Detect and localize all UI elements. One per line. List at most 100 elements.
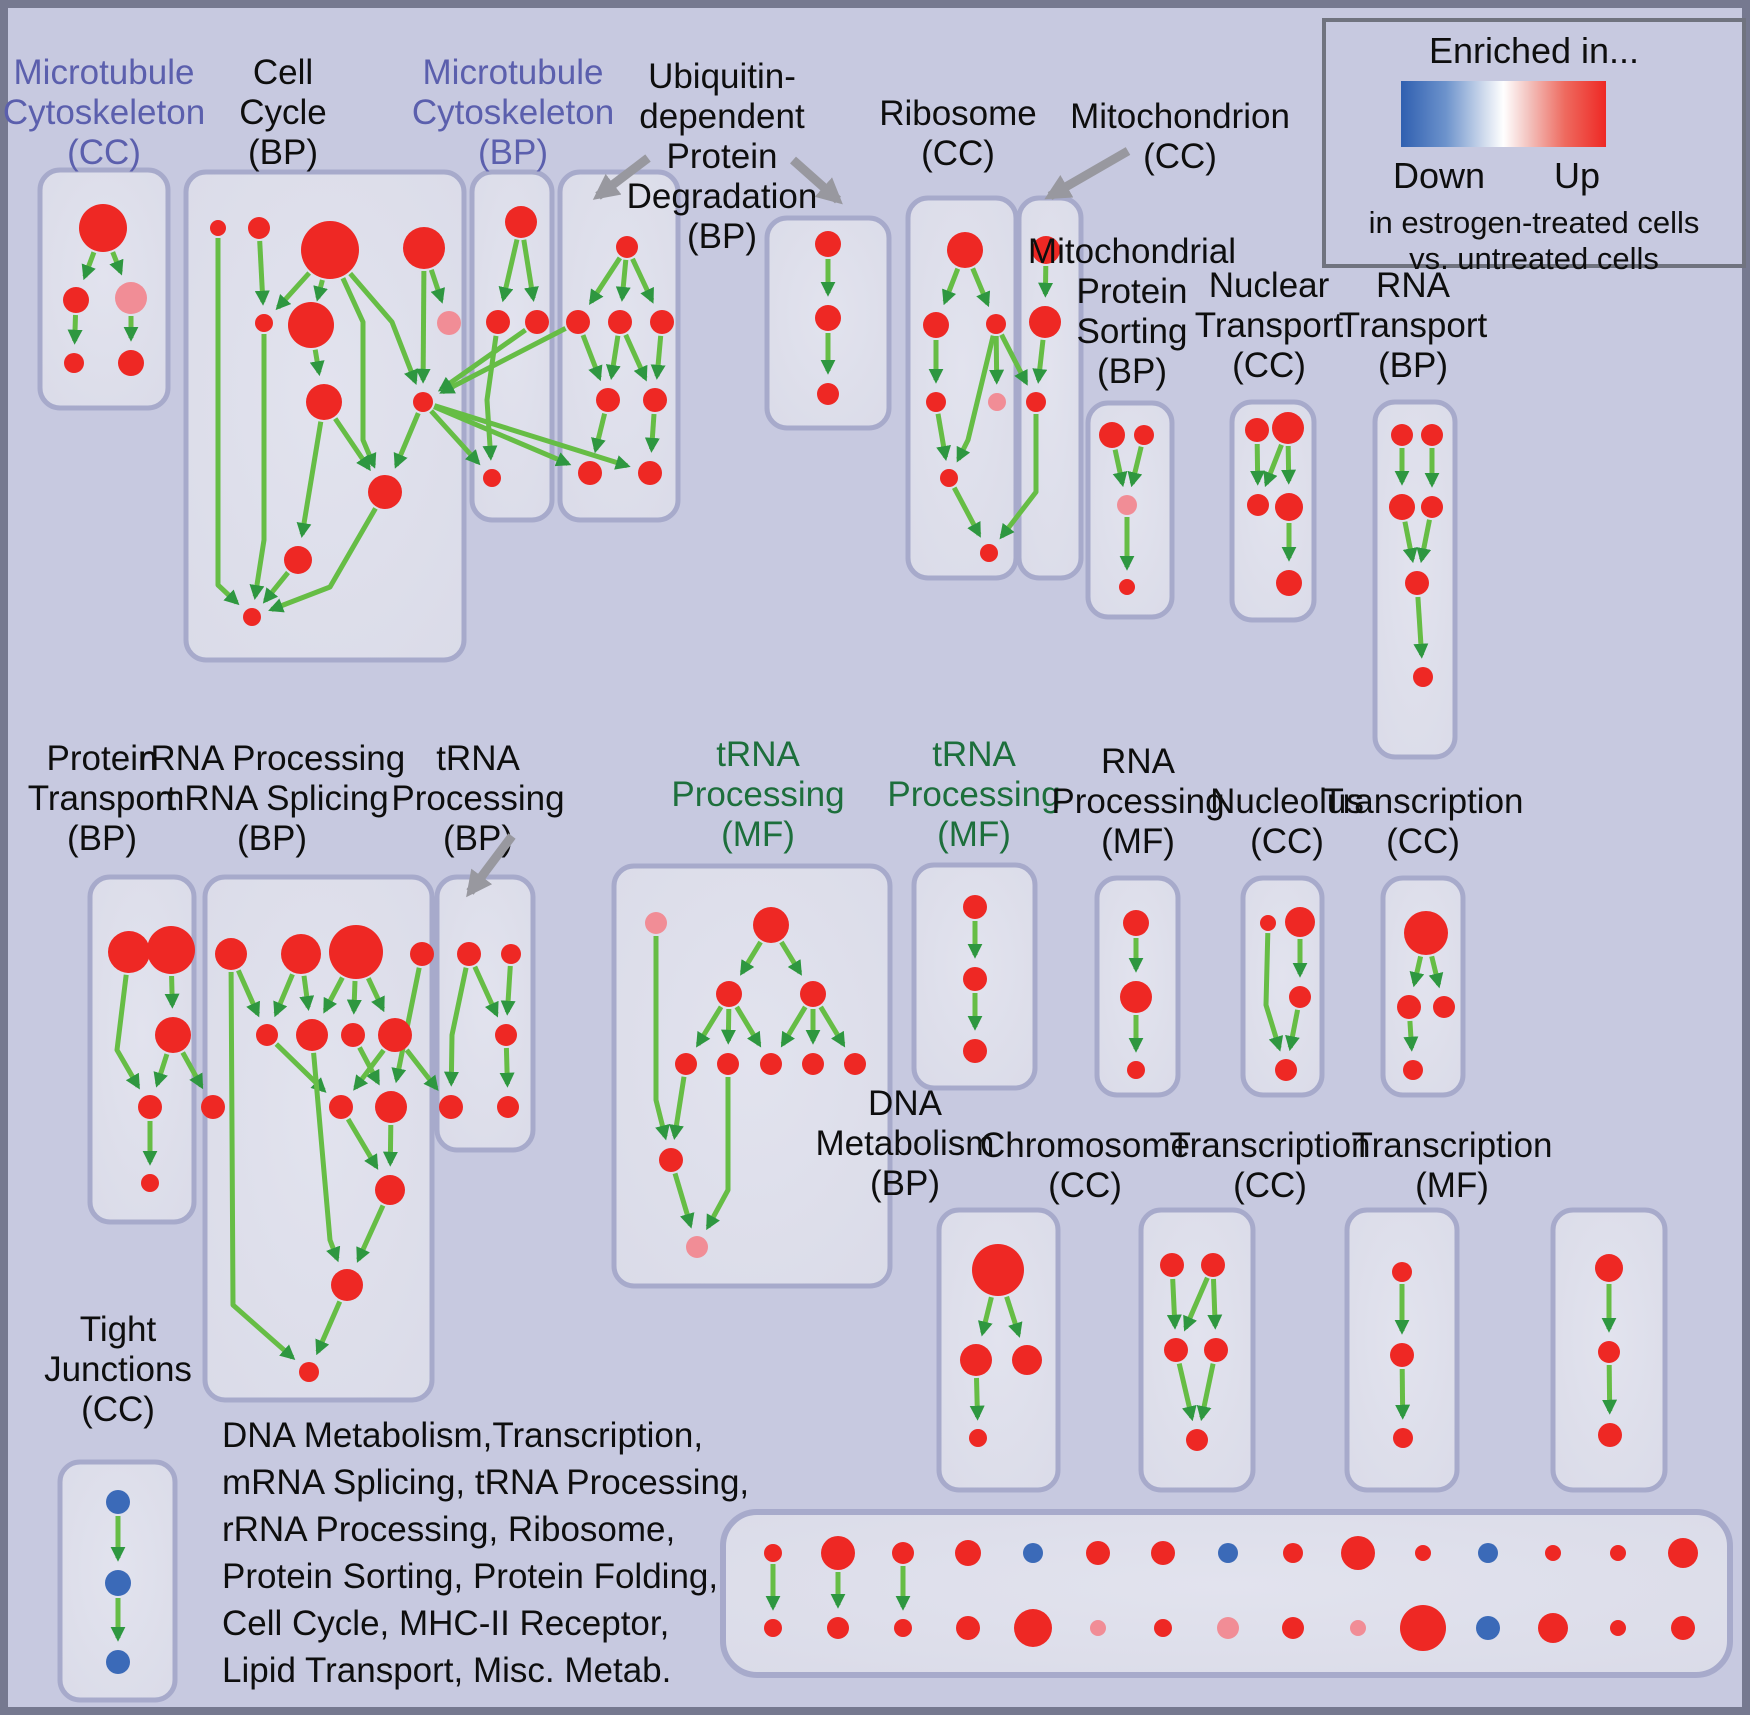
cluster-label-ribosome-cc-line1: Ribosome: [879, 94, 1037, 133]
legend-down-label: Down: [1393, 155, 1486, 196]
graph-node-e2: [1390, 1343, 1414, 1367]
graph-node-c4: [403, 227, 445, 269]
graph-node-tj1: [106, 1490, 130, 1514]
cluster-label-rna-processing-mf-line3: (MF): [1101, 822, 1175, 861]
cluster-box-chromosome-cc: [1138, 1207, 1256, 1493]
graph-node-rnp3: [1127, 1061, 1145, 1079]
cluster-label-ubiquitin-degradation-bp-line2: dependent: [639, 97, 805, 136]
graph-edge-c1-c12: [215, 238, 240, 606]
label-pointer-arrow-icon-2: [790, 156, 843, 205]
graph-node-x0b: [501, 944, 521, 964]
graph-node-m2: [486, 310, 510, 334]
graph-edge-c6-c8: [309, 349, 325, 377]
graph-edge-g3-g7: [734, 1005, 762, 1048]
grouped-categories-text-line2: mRNA Splicing, tRNA Processing,: [222, 1463, 750, 1502]
graph-node-bottom-top-1: [764, 1544, 782, 1562]
graph-edge-rr2-rr6: [299, 975, 315, 1012]
graph-node-e3: [1393, 1428, 1413, 1448]
graph-node-bottom-top-5: [1023, 1543, 1043, 1563]
graph-edge-c9-c10: [393, 412, 421, 469]
graph-edge-rr1-rr5: [236, 969, 260, 1018]
graph-edge-c11-c12: [262, 570, 290, 604]
cluster-box-ubiquitin-degradation-bp: [557, 169, 681, 523]
graph-node-q2: [1272, 412, 1304, 444]
graph-node-p1: [108, 931, 150, 973]
graph-node-w4: [1421, 496, 1443, 518]
graph-edge-p1-p4: [114, 974, 141, 1090]
cluster-label-ubiquitin-degradation-bp-line3: Protein: [667, 137, 778, 176]
cluster-label-mitochondrial-protein-sorting-bp-line3: Sorting: [1077, 312, 1188, 351]
grouped-categories-text-line6: Lipid Transport, Misc. Metab.: [222, 1651, 672, 1690]
cluster-label-chromosome-cc-line1: Chromosome: [980, 1126, 1190, 1165]
graph-node-bottom-bottom-4: [956, 1616, 980, 1640]
graph-edge-A2-A4: [67, 314, 83, 345]
cluster-label-nuclear-transport-cc-line2: Transport: [1195, 306, 1344, 345]
graph-node-tc3: [1433, 996, 1455, 1018]
cluster-label-dna-metabolism-bp-line3: (BP): [870, 1164, 940, 1203]
graph-node-bottom-bottom-6: [1090, 1620, 1106, 1636]
cluster-label-trna-processing-mf-2-line1: tRNA: [932, 735, 1016, 774]
cluster-label-rna-transport-bp-line1: RNA: [1376, 266, 1451, 305]
graph-edge-rr6-rr12: [311, 1052, 341, 1263]
graph-node-t1: [616, 236, 638, 258]
graph-node-bottom-bottom-1: [764, 1619, 782, 1637]
graph-node-rr11: [375, 1175, 405, 1205]
cluster-label-mitochondrial-protein-sorting-bp-line4: (BP): [1097, 352, 1167, 391]
cluster-label-microtubule-cytoskeleton-bp-line1: Microtubule: [423, 53, 604, 92]
graph-node-c10: [368, 475, 402, 509]
graph-node-q3: [1247, 494, 1269, 516]
graph-edge-t5-t7: [591, 413, 608, 454]
graph-edge-p3-p4: [153, 1053, 170, 1088]
graph-edge-t2-t5: [580, 334, 603, 382]
grouped-categories-text-line4: Protein Sorting, Protein Folding,: [222, 1557, 719, 1596]
graph-node-r2: [923, 312, 949, 338]
graph-node-A5: [118, 350, 144, 376]
graph-edge-rr2-rr5: [273, 973, 295, 1018]
graph-edge-c9-t7: [433, 404, 572, 467]
graph-node-nc4: [1275, 1059, 1297, 1081]
graph-node-f1: [1595, 1254, 1623, 1282]
graph-edge-s2-s3: [1127, 446, 1144, 488]
graph-node-x1: [439, 1095, 463, 1119]
graph-edge-rr10-rr11: [382, 1124, 398, 1167]
graph-edge-g5-g10: [669, 1076, 687, 1141]
graph-node-ch5: [1186, 1429, 1208, 1451]
graph-node-d1: [972, 1244, 1024, 1296]
graph-edge-c3-c6: [313, 279, 328, 302]
cluster-box-mixed-bottom-panel: [720, 1509, 1733, 1678]
graph-edge-t4-t6: [650, 335, 666, 380]
graph-node-d3: [1012, 1345, 1042, 1375]
cluster-label-transcription-cc-row2-line2: (CC): [1386, 822, 1460, 861]
graph-node-g4: [800, 981, 826, 1007]
graph-node-rr3: [329, 925, 383, 979]
cluster-label-transcription-cc-row3-line1: Transcription: [1170, 1126, 1371, 1165]
cluster-label-microtubule-cytoskeleton-bp-line3: (BP): [478, 133, 548, 172]
cluster-label-ubiquitin-degradation-bp-line5: (BP): [687, 217, 757, 256]
graph-node-t7: [578, 461, 602, 485]
cluster-label-transcription-mf-line1: Transcription: [1352, 1126, 1553, 1165]
cluster-label-dna-metabolism-bp-line1: DNA: [868, 1084, 943, 1123]
cluster-label-ubiquitin-degradation-bp-line4: Degradation: [627, 177, 818, 216]
graph-node-w3: [1389, 494, 1415, 520]
graph-edge-c8-c10: [333, 417, 371, 472]
graph-edge-q2-q4: [1281, 445, 1297, 485]
graph-edge-c3-c9: [348, 271, 419, 385]
graph-node-t2: [566, 310, 590, 334]
graph-node-tc2: [1397, 995, 1421, 1019]
graph-edge-c3-c10: [340, 277, 377, 469]
cluster-label-rrna-processing-mrna-splicing-bp-line2: mRNA Splicing: [155, 779, 388, 818]
graph-edge-w3-w5: [1402, 521, 1418, 564]
graph-edge-w4-w5: [1416, 519, 1432, 564]
cluster-label-mitochondrion-cc-line1: Mitochondrion: [1070, 97, 1290, 136]
graph-edge-e2-e3: [1395, 1368, 1411, 1420]
graph-edge-m1-m3: [521, 239, 539, 303]
cluster-label-rna-transport-bp-line3: (BP): [1378, 346, 1448, 385]
graph-node-rrA: [201, 1095, 225, 1119]
graph-node-nc2: [1285, 907, 1315, 937]
graph-edge-rr12-rr13: [315, 1300, 343, 1356]
legend-up-label: Up: [1554, 155, 1601, 196]
cluster-label-microtubule-cytoskeleton-cc-line1: Microtubule: [14, 53, 195, 92]
layer-labels: MicrotubuleCytoskeleton(CC)CellCycle(BP)…: [3, 53, 1553, 1429]
graph-edge-g6-g11: [705, 1077, 731, 1231]
